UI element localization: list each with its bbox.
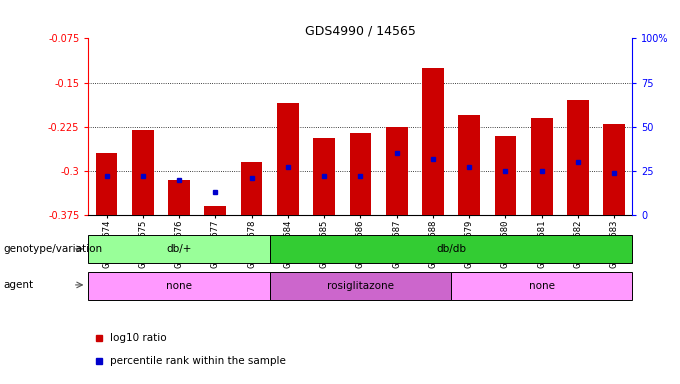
Text: db/db: db/db: [436, 244, 466, 254]
Bar: [270, 272, 451, 300]
Bar: [350, 132, 371, 215]
Bar: [241, 162, 262, 215]
Bar: [205, 206, 226, 215]
Bar: [270, 235, 632, 263]
Bar: [567, 100, 589, 215]
Bar: [96, 153, 118, 215]
Bar: [88, 272, 270, 300]
Text: none: none: [529, 281, 555, 291]
Bar: [386, 127, 407, 215]
Text: none: none: [166, 281, 192, 291]
Title: GDS4990 / 14565: GDS4990 / 14565: [305, 24, 416, 37]
Text: agent: agent: [3, 280, 33, 290]
Bar: [132, 130, 154, 215]
Text: log10 ratio: log10 ratio: [110, 333, 167, 343]
Bar: [603, 124, 625, 215]
Text: db/+: db/+: [167, 244, 192, 254]
Bar: [451, 272, 632, 300]
Bar: [531, 118, 553, 215]
Bar: [168, 180, 190, 215]
Text: rosiglitazone: rosiglitazone: [327, 281, 394, 291]
Bar: [458, 115, 480, 215]
Bar: [277, 103, 299, 215]
Bar: [494, 136, 516, 215]
Bar: [313, 139, 335, 215]
Text: genotype/variation: genotype/variation: [3, 244, 103, 254]
Bar: [88, 235, 270, 263]
Text: percentile rank within the sample: percentile rank within the sample: [110, 356, 286, 366]
Bar: [422, 68, 444, 215]
